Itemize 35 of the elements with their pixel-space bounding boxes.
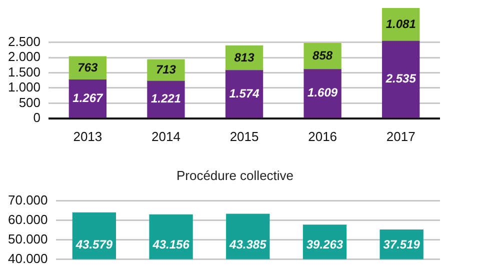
data-label: 713 <box>156 62 176 77</box>
data-label: 763 <box>78 60 98 75</box>
data-label: 858 <box>312 48 333 63</box>
y-tick-label: 2.000 <box>8 49 41 64</box>
data-label: 39.263 <box>306 238 344 252</box>
bar <box>147 80 185 118</box>
data-label: 1.609 <box>308 86 338 100</box>
y-tick-label: 60.000 <box>8 212 48 227</box>
bar <box>304 69 342 118</box>
y-tick-label: 2.500 <box>8 34 41 49</box>
data-label: 2.535 <box>384 72 416 86</box>
y-tick-label: 1.000 <box>8 80 41 95</box>
y-tick-label: 500 <box>18 94 41 110</box>
x-tick-label: 2015 <box>230 128 259 144</box>
data-label: 1.574 <box>229 86 260 100</box>
y-tick-label: 0 <box>33 110 41 125</box>
data-label: 1.221 <box>150 92 182 106</box>
y-tick-label: 70.000 <box>8 192 48 208</box>
y-tick-label: 40.000 <box>8 250 48 266</box>
bar <box>382 40 420 118</box>
data-label: 43.156 <box>152 238 190 252</box>
data-label: 37.519 <box>383 238 420 252</box>
x-tick-label: 2017 <box>386 128 416 144</box>
data-label: 1.081 <box>386 17 416 32</box>
chart-title: Procédure collective <box>175 167 295 185</box>
x-tick-label: 2016 <box>308 128 338 144</box>
bar <box>225 70 264 118</box>
data-label: 1.267 <box>72 90 104 105</box>
y-tick-label: 1.500 <box>8 64 41 80</box>
data-label: 813 <box>234 50 255 64</box>
y-tick-label: 50.000 <box>8 231 48 246</box>
x-tick-label: 2014 <box>152 128 180 144</box>
data-label: 43.385 <box>228 238 267 252</box>
x-tick-label: 2013 <box>73 128 102 144</box>
data-label: 43.579 <box>74 238 113 252</box>
